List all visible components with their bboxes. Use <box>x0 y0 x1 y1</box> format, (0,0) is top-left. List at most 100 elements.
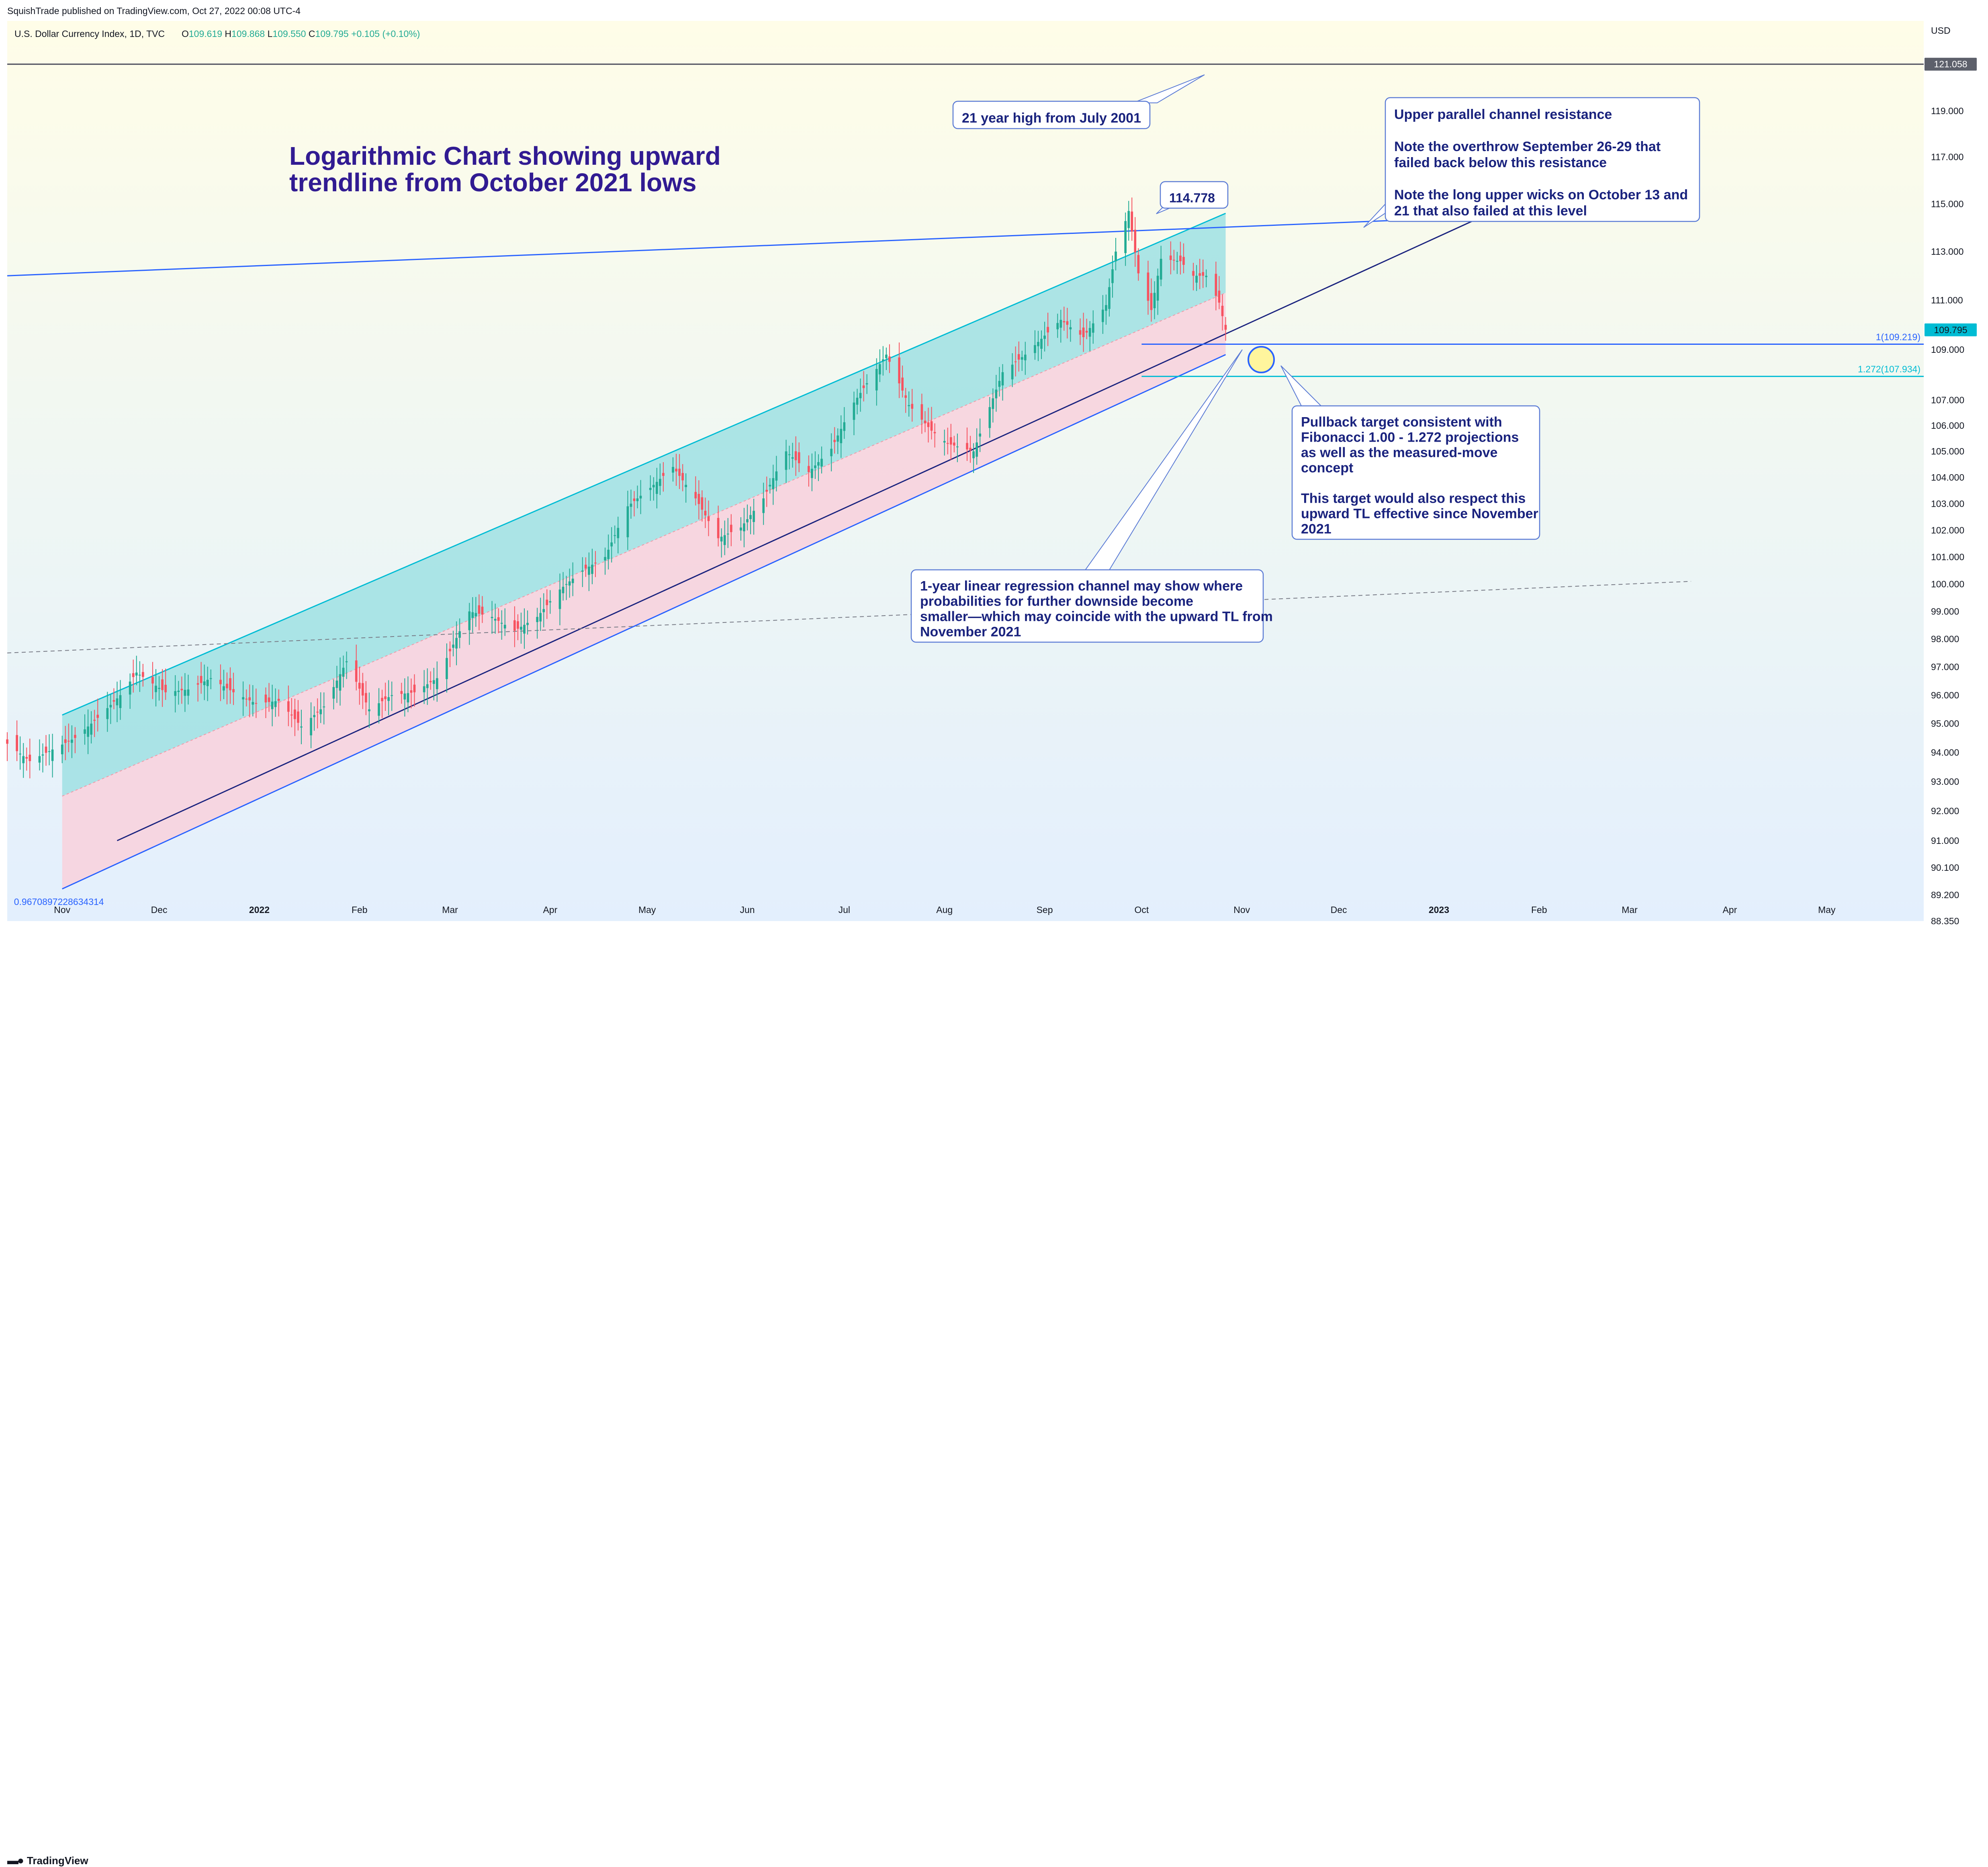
candle-body <box>25 757 28 759</box>
y-tick-label: 117.000 <box>1931 152 1963 162</box>
x-tick-label: Feb <box>1531 905 1547 915</box>
pullback-note-line: concept <box>1301 461 1353 476</box>
candle-body <box>319 709 322 714</box>
candle-body <box>1108 287 1111 309</box>
candle-body <box>164 684 167 692</box>
change-value: +0.105 (+0.10%) <box>351 29 420 39</box>
high-label: H <box>225 29 231 39</box>
candle-body <box>720 536 723 542</box>
candle-body <box>1169 255 1172 260</box>
candle-body <box>949 437 952 445</box>
candle-body <box>697 494 700 504</box>
brand-name: TradingView <box>27 1854 88 1867</box>
candle-body <box>685 485 687 487</box>
candle-body <box>177 690 180 692</box>
candle-body <box>1085 331 1088 333</box>
y-tick-label: 93.000 <box>1931 776 1959 787</box>
candle-body <box>717 518 720 538</box>
candle-body <box>51 749 54 761</box>
candle-body <box>614 535 616 536</box>
candle-body <box>342 667 345 677</box>
candle-body <box>1063 321 1066 323</box>
pullback-note-line: as well as the measured-move <box>1301 445 1497 461</box>
candle-body <box>209 678 212 679</box>
candle-body <box>297 711 299 723</box>
candle-body <box>1195 276 1198 283</box>
candle-body <box>423 686 425 692</box>
candle-body <box>859 393 862 399</box>
y-tick-label: 103.000 <box>1931 498 1964 509</box>
candle-body <box>310 718 312 735</box>
x-tick-label: May <box>1818 905 1836 915</box>
candle-body <box>264 694 267 702</box>
candle-body <box>219 680 222 684</box>
candle-body <box>1059 319 1062 328</box>
candle-body <box>862 385 865 388</box>
candle-body <box>1137 255 1140 274</box>
candle-body <box>387 697 390 701</box>
candle-body <box>452 645 454 648</box>
candle-body <box>332 687 335 699</box>
candle-body <box>988 407 991 428</box>
x-tick-label: Apr <box>543 905 557 915</box>
last-price-label: 109.795 <box>1934 325 1967 335</box>
candle-body <box>639 495 642 499</box>
y-tick-label: 90.100 <box>1931 862 1959 873</box>
candle-body <box>184 690 186 696</box>
low-label: L <box>268 29 273 39</box>
footer: ▬● TradingView <box>0 924 1988 1867</box>
candle-body <box>520 626 522 630</box>
candle-body <box>811 469 813 478</box>
pullback-note-line: Fibonacci 1.00 - 1.272 projections <box>1301 430 1519 445</box>
candle-body <box>22 756 25 764</box>
candle-body <box>1079 330 1082 335</box>
candle-body <box>517 621 519 629</box>
candle-body <box>313 715 315 717</box>
candle-body <box>707 516 710 521</box>
y-tick-label: 111.000 <box>1931 295 1963 305</box>
candle-body <box>549 601 552 603</box>
candle-body <box>791 457 794 459</box>
candle-body <box>749 515 752 519</box>
candle-body <box>1192 271 1194 276</box>
candle-body <box>785 451 787 470</box>
candle-body <box>568 581 571 586</box>
candle-body <box>588 567 590 575</box>
open-value: 109.619 <box>189 29 222 39</box>
candle-body <box>300 726 303 728</box>
regression-coef-label: 0.9670897228634314 <box>14 897 104 907</box>
candle-body <box>1218 291 1221 303</box>
x-tick-label: Jul <box>839 905 850 915</box>
resistance-note-line: Upper parallel channel resistance <box>1394 107 1612 122</box>
candle-body <box>1202 272 1205 276</box>
y-tick-label: 106.000 <box>1931 420 1964 431</box>
resistance-note-line: 21 that also failed at this level <box>1394 203 1587 219</box>
x-tick-label: Aug <box>936 905 953 915</box>
tradingview-logo[interactable]: ▬● TradingView <box>7 1854 88 1867</box>
candle-body <box>252 702 254 705</box>
candle-body <box>753 511 755 522</box>
candle-body <box>384 696 387 699</box>
candle-body <box>853 402 855 420</box>
x-tick-label: Dec <box>1331 905 1347 915</box>
candle-body <box>271 701 274 709</box>
candle-body <box>1221 305 1224 316</box>
candle-body <box>1082 328 1085 338</box>
candle-body <box>116 698 119 706</box>
resistance-note-line: Note the overthrow September 26-29 that <box>1394 139 1661 154</box>
x-tick-label: 2023 <box>1429 905 1449 915</box>
candle-body <box>830 448 832 457</box>
candle-body <box>924 420 927 424</box>
candle-body <box>840 429 843 443</box>
candle-body <box>562 587 564 594</box>
candle-body <box>1088 328 1091 337</box>
price-chart[interactable]: 0.9670897228634314 1(109.219) 1.272(107.93… <box>0 0 1988 924</box>
y-tick-label: 95.000 <box>1931 719 1959 729</box>
candle-body <box>701 497 704 510</box>
candle-body <box>1179 255 1182 262</box>
candle-body <box>19 753 21 755</box>
high-level-badge <box>1925 57 1977 71</box>
channel-upper-fill <box>62 213 1226 796</box>
channel-mid-line <box>62 292 1226 797</box>
candle-body <box>138 675 141 676</box>
